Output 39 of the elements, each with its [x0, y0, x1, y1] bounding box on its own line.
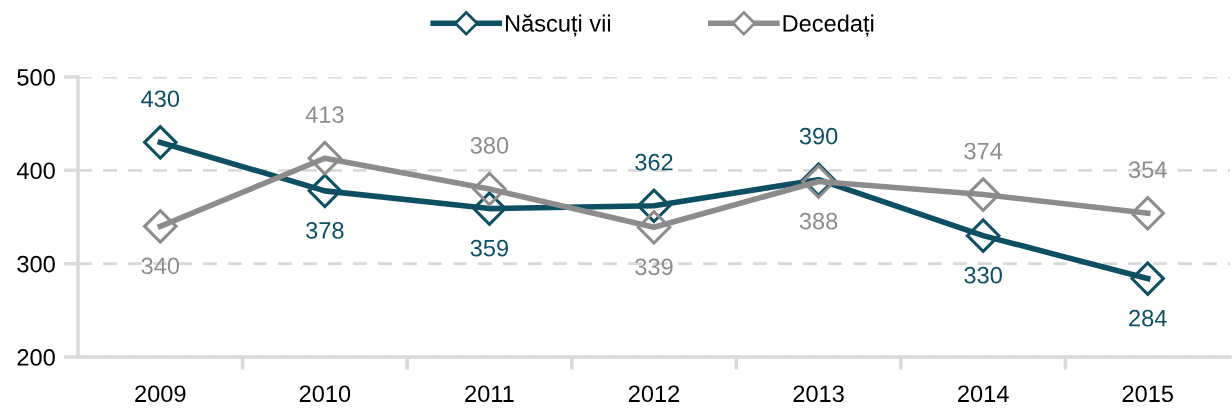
point [143, 125, 178, 160]
point [636, 188, 672, 224]
y-tick-label: 400 [16, 162, 55, 180]
point [1130, 261, 1165, 296]
data-label: 362 [635, 153, 673, 171]
x-tick-label: 2010 [299, 385, 351, 403]
point [307, 140, 343, 176]
x-tick-label: 2015 [1122, 385, 1173, 403]
data-label: 359 [470, 239, 509, 257]
data-label: 378 [306, 222, 344, 239]
legend-label: Născuți vii [505, 14, 611, 37]
data-label: 430 [141, 90, 180, 108]
x-tick-label: 2009 [135, 385, 186, 403]
x-tick-label: 2012 [628, 385, 680, 403]
point [472, 191, 507, 226]
point [472, 171, 507, 207]
data-label: 413 [305, 106, 344, 123]
data-label: 284 [1129, 309, 1167, 327]
data-label: 339 [635, 258, 673, 276]
data-label: 354 [1128, 161, 1167, 179]
y-tick-label: 200 [17, 349, 55, 366]
data-label: 330 [964, 266, 1002, 284]
point [307, 173, 343, 209]
data-label: 340 [141, 257, 180, 275]
point [1130, 196, 1165, 231]
point [965, 218, 1001, 253]
legend-label: Decedați [783, 14, 874, 37]
data-label: 390 [799, 127, 838, 145]
point [143, 209, 178, 244]
data-label: 388 [799, 212, 838, 230]
y-tick-label: 500 [17, 69, 55, 86]
point [965, 177, 1001, 212]
x-tick-label: 2013 [793, 385, 844, 403]
x-tick-label: 2014 [958, 385, 1009, 403]
data-label: 374 [964, 142, 1003, 160]
data-label: 380 [470, 137, 509, 154]
point [636, 210, 672, 245]
y-tick-label: 300 [17, 255, 55, 273]
x-tick-label: 2011 [465, 385, 514, 403]
